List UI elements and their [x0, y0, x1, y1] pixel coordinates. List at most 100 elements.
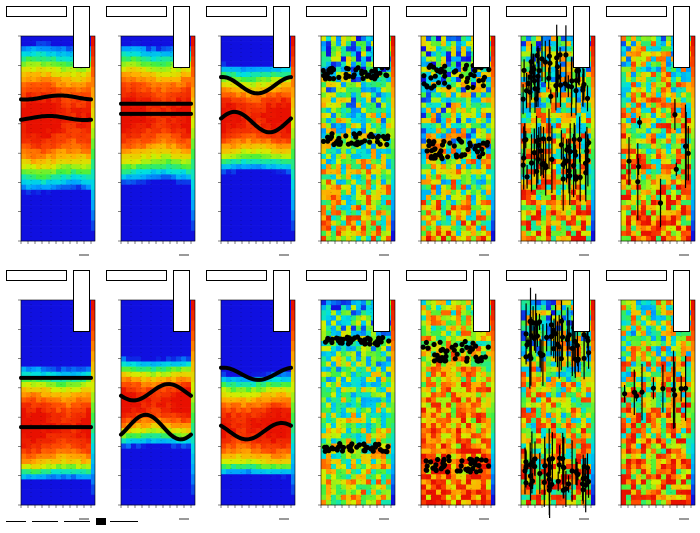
- heat-cell: [656, 128, 662, 134]
- heat-cell: [221, 210, 227, 216]
- heat-cell: [676, 179, 682, 185]
- heat-cell: [26, 138, 32, 144]
- heat-cell: [66, 82, 72, 88]
- heat-cell: [321, 87, 327, 93]
- heat-cell: [326, 159, 332, 165]
- heat-cell: [186, 169, 192, 175]
- heat-cell: [156, 200, 162, 206]
- heat-cell: [41, 143, 47, 150]
- heat-cell: [141, 153, 147, 160]
- heat-cell: [241, 194, 247, 201]
- heat-cell: [56, 97, 62, 103]
- heat-cell: [631, 118, 637, 124]
- heat-cell: [626, 36, 632, 42]
- heat-cell: [61, 205, 67, 211]
- heat-cell: [456, 205, 462, 211]
- heat-cell: [26, 341, 32, 347]
- data-point: [472, 68, 478, 74]
- colorbar-segment: [491, 107, 495, 119]
- heat-cell: [421, 128, 427, 134]
- heat-cell: [181, 194, 187, 201]
- heat-cell: [356, 210, 362, 216]
- heat-cell: [441, 97, 447, 103]
- heat-cell: [246, 164, 252, 170]
- heat-cell: [431, 225, 437, 232]
- heat-cell: [451, 230, 457, 237]
- heat-cell: [76, 210, 82, 216]
- heat-cell: [651, 143, 657, 150]
- heat-cell: [456, 200, 462, 206]
- heat-cell: [621, 159, 627, 165]
- heat-cell: [621, 71, 627, 78]
- heat-cell: [621, 210, 627, 216]
- heat-cell: [431, 189, 437, 196]
- heat-cell: [626, 46, 632, 52]
- colorbar-segment: [91, 66, 95, 78]
- heat-cell: [281, 200, 287, 206]
- heat-cell: [536, 215, 542, 221]
- heat-cell: [56, 184, 62, 191]
- heat-cell: [431, 200, 437, 206]
- heat-cell: [156, 215, 162, 221]
- heat-cell: [156, 107, 162, 114]
- colorbar-segment: [291, 118, 295, 129]
- colorbar-segment: [291, 179, 295, 191]
- heat-cell: [426, 36, 432, 42]
- heat-cell: [536, 92, 542, 98]
- colorbar-segment: [291, 107, 295, 119]
- heat-cell: [366, 159, 372, 165]
- heat-cell: [466, 230, 472, 237]
- colorbar-segment: [591, 210, 595, 221]
- heat-cell: [431, 235, 437, 242]
- heat-cell: [651, 159, 657, 165]
- heat-cell: [151, 138, 157, 144]
- heat-cell: [151, 143, 157, 150]
- heat-cell: [176, 215, 182, 221]
- heat-cell: [71, 159, 77, 165]
- heat-cell: [341, 225, 347, 232]
- heat-cell: [541, 220, 547, 226]
- heat-cell: [86, 159, 92, 165]
- data-point: [380, 133, 386, 140]
- heat-cell: [121, 174, 127, 180]
- heat-cell: [351, 61, 357, 68]
- heat-cell: [51, 174, 57, 180]
- heat-cell: [66, 189, 72, 196]
- heat-cell: [136, 71, 142, 78]
- colorbar-segment: [91, 56, 95, 68]
- heat-cell: [161, 41, 167, 47]
- colorbar-segment: [291, 66, 295, 78]
- heat-cell: [46, 320, 52, 326]
- heat-cell: [271, 148, 277, 155]
- heat-cell: [461, 87, 467, 93]
- heat-cell: [381, 210, 387, 216]
- data-point: [436, 152, 442, 158]
- heat-cell: [341, 77, 347, 83]
- heat-cell: [561, 77, 567, 83]
- heat-cell: [476, 138, 482, 144]
- heat-cell: [441, 148, 447, 155]
- heat-cell: [41, 194, 47, 201]
- heat-cell: [641, 174, 647, 180]
- heat-cell: [546, 87, 552, 93]
- heat-cell: [166, 235, 172, 242]
- heat-cell: [76, 200, 82, 206]
- heat-cell: [166, 189, 172, 196]
- heat-cell: [336, 205, 342, 211]
- heat-cell: [526, 56, 532, 62]
- heat-cell: [186, 138, 192, 144]
- heat-cell: [676, 143, 682, 150]
- data-point: [523, 88, 530, 94]
- heat-cell: [26, 325, 32, 332]
- heat-cell: [66, 77, 72, 83]
- heat-cell: [566, 230, 572, 237]
- heat-cell: [81, 397, 87, 403]
- heat-cell: [651, 230, 657, 237]
- heat-cell: [346, 41, 352, 47]
- heat-cell: [46, 41, 52, 47]
- heat-cell: [236, 159, 242, 165]
- heat-cell: [186, 143, 192, 150]
- heat-cell: [626, 82, 632, 88]
- heat-cell: [546, 210, 552, 216]
- heat-cell: [46, 128, 52, 134]
